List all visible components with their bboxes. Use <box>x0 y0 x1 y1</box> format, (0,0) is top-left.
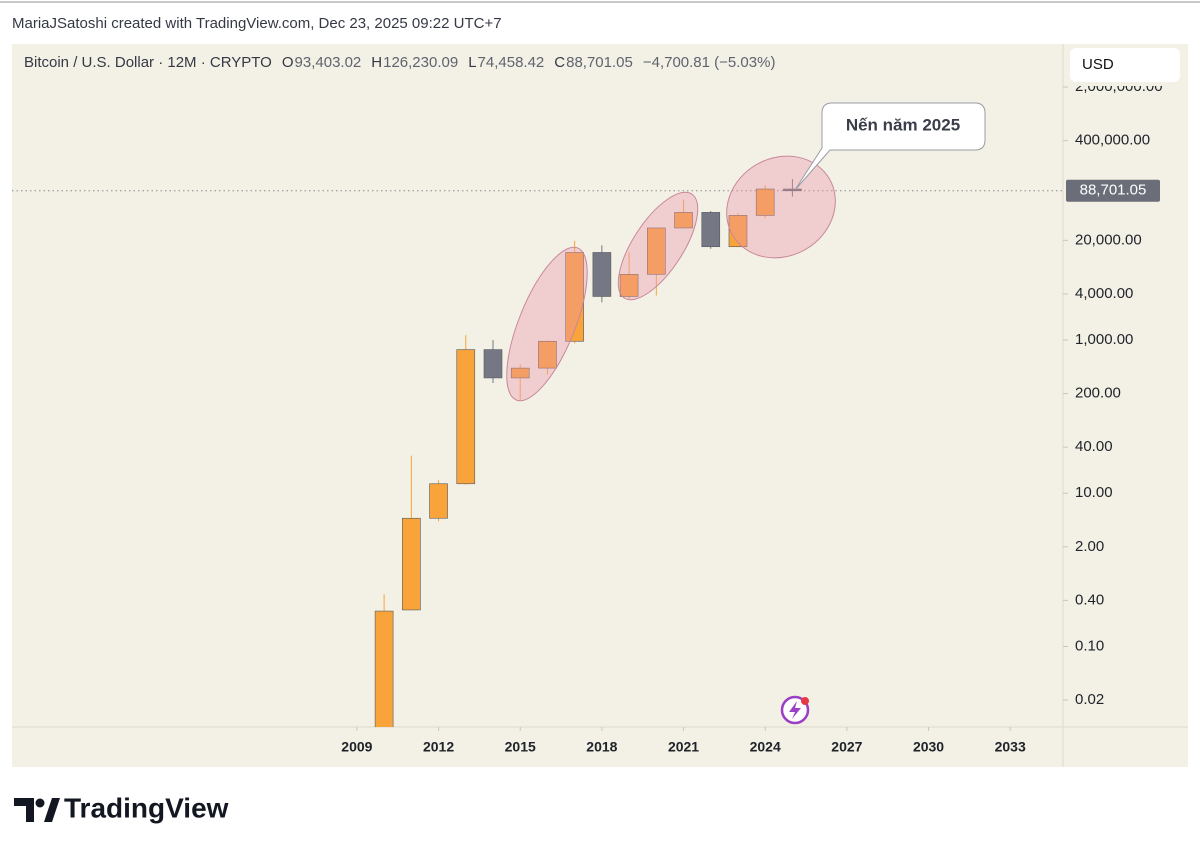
x-tick-label: 2024 <box>750 739 781 755</box>
y-tick-label: 2,000,000.00 <box>1075 78 1163 95</box>
time-axis: 2009 2012 2015 2018 2021 2024 2027 2030 2033 <box>341 727 1026 755</box>
credit-line: MariaJSatoshi created with TradingView.c… <box>12 15 502 32</box>
x-tick-label: 2015 <box>505 739 536 755</box>
highlight-ellipses <box>506 155 836 402</box>
x-tick-label: 2009 <box>341 739 372 755</box>
currency-label[interactable]: USD <box>1082 56 1114 73</box>
x-tick-label: 2033 <box>995 739 1026 755</box>
callout-box <box>794 102 986 191</box>
y-tick-label: 10.00 <box>1075 484 1113 501</box>
candle-body <box>701 212 721 248</box>
ohlc-key: C <box>554 54 565 71</box>
y-tick-label: 20,000.00 <box>1075 231 1142 248</box>
lightning-icon <box>780 695 810 725</box>
symbol-legend: Bitcoin / U.S. Dollar · 12M · CRYPTO O 93… <box>24 54 775 71</box>
candle-body <box>755 188 775 216</box>
chart-panel <box>12 44 1188 767</box>
x-tick-label: 2018 <box>586 739 617 755</box>
highlight-ellipse <box>506 246 588 402</box>
y-tick-label: 4,000.00 <box>1075 285 1133 302</box>
candle-body <box>592 252 612 297</box>
tradingview-logo: TradingView <box>14 792 229 823</box>
candle-body <box>538 340 557 369</box>
ohlc-value: 74,458.42 <box>478 54 545 71</box>
price-label-box <box>1066 179 1160 202</box>
x-tick-label: 2021 <box>668 739 699 755</box>
ohlc-change: −4,700.81 (−5.03%) <box>643 54 776 71</box>
ohlc-value: 93,403.02 <box>295 54 362 71</box>
ohlc-key: H <box>371 54 382 71</box>
candle-body <box>647 227 666 275</box>
y-tick-label: 0.40 <box>1075 591 1104 608</box>
symbol: Bitcoin / U.S. Dollar · 12M · CRYPTO <box>24 54 272 71</box>
y-tick-label: 200.00 <box>1075 385 1121 402</box>
ohlc-value: 126,230.09 <box>383 54 458 71</box>
candle-body <box>429 483 448 519</box>
y-tick-label: 0.02 <box>1075 691 1104 708</box>
x-tick-label: 2012 <box>423 739 454 755</box>
highlight-ellipse <box>726 155 836 259</box>
ohlc-value: 88,701.05 <box>566 54 633 71</box>
highlight-ellipse <box>617 191 699 301</box>
candle-body <box>374 610 394 727</box>
currency-button[interactable] <box>1070 48 1180 82</box>
ohlc-key: O <box>282 54 294 71</box>
y-tick-label: 400,000.00 <box>1075 132 1150 149</box>
x-tick-label: 2030 <box>913 739 944 755</box>
candle-body <box>402 517 421 611</box>
candle-body <box>674 212 693 229</box>
ohlc-key: L <box>468 54 476 71</box>
callout: Nến năm 2025 <box>794 102 986 191</box>
x-tick-label: 2027 <box>831 739 862 755</box>
price-label: 88,701.05 <box>1066 179 1160 202</box>
price-label-text: 88,701.05 <box>1080 182 1147 199</box>
y-tick-label: 0.10 <box>1075 637 1104 654</box>
candle-body <box>510 367 530 379</box>
plot-area <box>12 179 1063 727</box>
candle-body <box>783 188 802 192</box>
candle-body <box>728 215 748 248</box>
y-tick-label: 2.00 <box>1075 538 1104 555</box>
y-tick-label: 40.00 <box>1075 438 1113 455</box>
logo-text: TradingView <box>64 792 229 823</box>
candle-body <box>619 274 639 297</box>
candle-body <box>456 349 476 485</box>
y-tick-label: 1,000.00 <box>1075 331 1133 348</box>
callout-text: Nến năm 2025 <box>846 115 960 134</box>
candle-body <box>483 349 503 379</box>
price-axis: 0.02 0.10 0.40 2.00 10.00 40.00 200.00 1,000.00… <box>1063 78 1163 708</box>
